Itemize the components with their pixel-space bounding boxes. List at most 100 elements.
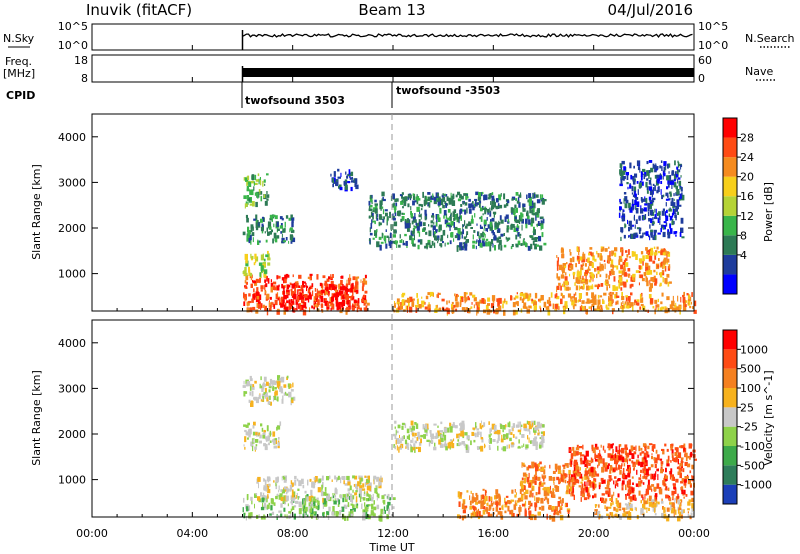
power-region-6 (330, 168, 359, 192)
velocity-y-tick-4000: 4000 (58, 337, 86, 350)
power-y-tick-3000: 3000 (58, 176, 86, 189)
power-region-4 (242, 214, 296, 245)
velocity-region-9 (594, 497, 695, 522)
velocity-colorbar-tick-7: -1000 (740, 479, 772, 492)
velocity-colorbar-tick-1: 500 (740, 363, 761, 376)
velocity-colorbar-tick-5: -100 (740, 440, 765, 453)
velocity-region-4 (242, 375, 296, 407)
power-region-10 (618, 160, 685, 241)
velocity-colorbar-tick-6: -500 (740, 459, 765, 472)
velocity-colorbar-swatch-4 (723, 407, 737, 427)
velocity-panel-frame (91, 319, 695, 518)
x-tick-6: 00:00 (678, 527, 710, 540)
power-colorbar-swatch-3 (723, 215, 737, 236)
power-heatmap (242, 160, 697, 316)
velocity-region-2 (255, 475, 383, 503)
x-axis-ticks: 00:00 04:00 08:00 12:00 16:00 20:00 00:00 (76, 45, 710, 540)
x-axis-label: Time UT (368, 541, 414, 554)
power-region-7 (368, 191, 547, 252)
velocity-colorbar-tick-0: 1000 (740, 343, 768, 356)
velocity-y-tick-3000: 3000 (58, 382, 86, 395)
velocity-colorbar-swatch-8 (723, 330, 737, 350)
power-y-axis-label: Slant Range [km] (30, 164, 43, 260)
x-tick-2: 08:00 (277, 527, 309, 540)
freq-label: Freq. (5, 55, 32, 68)
power-colorbar-swatch-0 (723, 274, 737, 294)
power-colorbar-tick-2: 20 (740, 171, 754, 184)
velocity-colorbar-label: Velocity [m s^-1] (762, 370, 775, 465)
freq-unit-label: [MHz] (3, 67, 35, 80)
velocity-y-ticks: 1000 2000 3000 4000 (58, 337, 694, 487)
velocity-colorbar-swatch-2 (723, 446, 737, 466)
power-region-9 (556, 246, 672, 293)
power-region-8 (393, 291, 697, 316)
freq-left-tick-top: 18 (74, 54, 88, 67)
freq-right-tick-top: 60 (698, 54, 712, 67)
power-panel-frame (91, 113, 695, 312)
velocity-colorbar-tick-2: 100 (740, 382, 761, 395)
velocity-heatmap (242, 375, 697, 522)
power-colorbar-swatch-6 (723, 157, 737, 177)
velocity-region-6 (457, 488, 571, 522)
power-colorbar: 28 24 20 16 12 8 4 (722, 117, 754, 295)
power-y-tick-2000: 2000 (58, 222, 86, 235)
power-colorbar-swatch-5 (723, 176, 737, 197)
nsky-trace (241, 30, 693, 50)
freq-left-tick-bottom: 8 (81, 72, 88, 85)
nsky-left-tick-bottom: 10^0 (58, 39, 88, 52)
power-colorbar-swatch-8 (723, 118, 737, 138)
velocity-region-8 (568, 443, 697, 503)
velocity-colorbar-swatch-0 (723, 484, 737, 504)
power-colorbar-swatch-7 (723, 137, 737, 158)
power-colorbar-swatch-2 (723, 235, 737, 255)
power-y-tick-1000: 1000 (58, 268, 86, 281)
nsearch-label: N.Search (745, 32, 795, 45)
velocity-y-tick-2000: 2000 (58, 428, 86, 441)
velocity-y-tick-1000: 1000 (58, 474, 86, 487)
power-colorbar-tick-3: 16 (740, 190, 754, 203)
velocity-colorbar-swatch-3 (723, 426, 737, 446)
power-colorbar-tick-6: 4 (740, 249, 747, 262)
cpid-label: CPID (6, 89, 35, 102)
velocity-colorbar-swatch-1 (723, 465, 737, 485)
power-region-5 (243, 173, 270, 209)
power-colorbar-tick-1: 24 (740, 151, 754, 164)
x-tick-4: 16:00 (477, 527, 509, 540)
velocity-colorbar-swatch-5 (723, 388, 737, 408)
velocity-colorbar-swatch-7 (723, 349, 737, 369)
velocity-colorbar-swatch-6 (723, 368, 737, 388)
x-tick-3: 12:00 (377, 527, 409, 540)
nsky-left-tick-top: 10^5 (58, 20, 88, 33)
power-colorbar-tick-4: 12 (740, 210, 754, 223)
velocity-y-axis-label: Slant Range [km] (30, 370, 43, 466)
power-colorbar-label: Power [dB] (762, 182, 775, 242)
nave-label: Nave (745, 65, 773, 78)
power-colorbar-swatch-1 (723, 254, 737, 275)
x-tick-1: 04:00 (176, 527, 208, 540)
nsky-right-tick-bottom: 10^0 (698, 39, 728, 52)
power-region-3 (242, 250, 271, 278)
date-title: 04/Jul/2016 (608, 1, 693, 19)
velocity-colorbar-tick-3: 25 (740, 401, 754, 414)
x-tick-5: 20:00 (578, 527, 610, 540)
velocity-region-3 (243, 421, 282, 452)
nsky-right-tick-top: 10^5 (698, 20, 728, 33)
velocity-colorbar: 1000 500 100 25 -25 -100 -500 -1000 (722, 329, 772, 505)
power-colorbar-tick-5: 8 (740, 229, 747, 242)
nsky-label: N.Sky (3, 32, 35, 45)
power-y-ticks: 1000 2000 3000 4000 (58, 131, 694, 281)
velocity-region-5 (393, 420, 545, 453)
power-y-tick-4000: 4000 (58, 131, 86, 144)
velocity-colorbar-tick-4: -25 (740, 421, 758, 434)
cpid-segment-1: twofsound 3503 (245, 94, 345, 107)
freq-trace (241, 66, 694, 82)
velocity-region-7 (519, 461, 597, 494)
freq-right-tick-bottom: 0 (698, 72, 705, 85)
cpid-segment-2: twofsound -3503 (396, 84, 500, 97)
radar-title: Inuvik (fitACF) (86, 1, 192, 19)
beam-title: Beam 13 (358, 1, 425, 19)
x-tick-0: 00:00 (76, 527, 108, 540)
power-colorbar-swatch-4 (723, 196, 737, 216)
power-colorbar-tick-0: 28 (740, 132, 754, 145)
